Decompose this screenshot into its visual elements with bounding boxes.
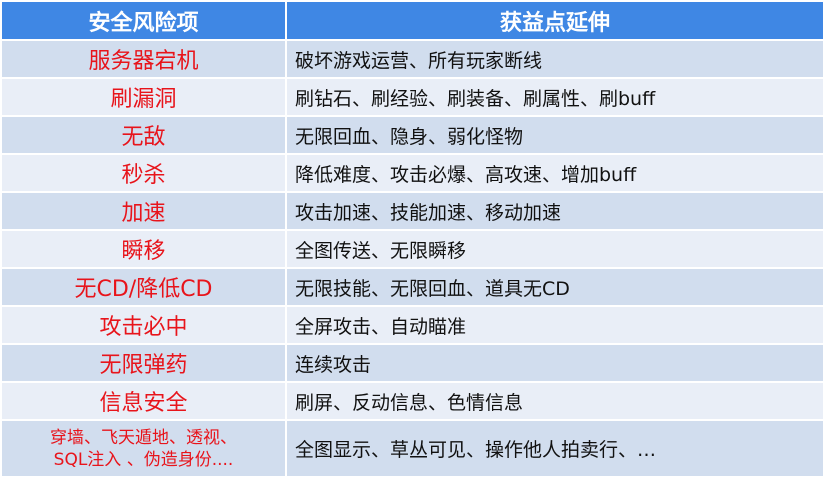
gain-cell: 全图传送、无限瞬移 [285,229,825,269]
gain-cell: 无限技能、无限回血、道具无CD [285,267,825,307]
table-row: 穿墙、飞天遁地、透视、 SQL注入 、伪造身份.... 全图显示、草丛可见、操作他人… [0,419,825,478]
risk-text: 瞬移 [121,239,166,264]
risk-cell: 秒杀 [0,153,287,193]
risk-table: 安全风险项 获益点延伸 服务器宕机 破坏游戏运营、所有玩家断线刷漏洞 刷钻石、刷经验… [0,0,825,478]
table-row: 加速 攻击加速、技能加速、移动加速 [0,191,825,231]
gain-cell: 全屏攻击、自动瞄准 [285,305,825,345]
gain-cell: 连续攻击 [285,343,825,383]
risk-cell: 无敌 [0,115,287,155]
risk-cell: 加速 [0,191,287,231]
risk-text-line2: SQL注入 、伪造身份.... [53,449,234,470]
risk-text: 加速 [121,201,166,226]
table-row: 信息安全 刷屏、反动信息、色情信息 [0,381,825,421]
risk-cell: 刷漏洞 [0,77,287,117]
table-row: 刷漏洞 刷钻石、刷经验、刷装备、刷属性、刷buff [0,77,825,117]
risk-text: 服务器宕机 [88,49,199,74]
gain-cell: 刷屏、反动信息、色情信息 [285,381,825,421]
header-row: 安全风险项 获益点延伸 [0,0,825,41]
risk-cell: 无CD/降低CD [0,267,287,307]
gain-cell: 破坏游戏运营、所有玩家断线 [285,39,825,79]
gain-cell: 降低难度、攻击必爆、高攻速、增加buff [285,153,825,193]
risk-text: 秒杀 [121,163,166,188]
risk-cell: 无限弹药 [0,343,287,383]
table-row: 攻击必中 全屏攻击、自动瞄准 [0,305,825,345]
risk-text: 刷漏洞 [110,87,177,112]
table-row: 无敌 无限回血、隐身、弱化怪物 [0,115,825,155]
risk-cell: 攻击必中 [0,305,287,345]
risk-cell: 服务器宕机 [0,39,287,79]
gain-cell: 全图显示、草丛可见、操作他人拍卖行、… [285,419,825,478]
table-row: 瞬移 全图传送、无限瞬移 [0,229,825,269]
risk-text: 攻击必中 [99,315,188,340]
gain-cell: 无限回血、隐身、弱化怪物 [285,115,825,155]
risk-text: 无限弹药 [99,353,188,378]
header-risk: 安全风险项 [0,0,287,41]
gain-cell: 攻击加速、技能加速、移动加速 [285,191,825,231]
risk-text: 信息安全 [99,391,188,416]
table-row: 无CD/降低CD 无限技能、无限回血、道具无CD [0,267,825,307]
gain-cell: 刷钻石、刷经验、刷装备、刷属性、刷buff [285,77,825,117]
risk-cell: 穿墙、飞天遁地、透视、 SQL注入 、伪造身份.... [0,419,287,478]
table-row: 无限弹药 连续攻击 [0,343,825,383]
risk-cell: 瞬移 [0,229,287,269]
risk-text: 穿墙、飞天遁地、透视、 [50,427,237,448]
header-gain: 获益点延伸 [285,0,825,41]
risk-cell: 信息安全 [0,381,287,421]
risk-text: 无CD/降低CD [74,277,213,302]
table-row: 秒杀 降低难度、攻击必爆、高攻速、增加buff [0,153,825,193]
table-row: 服务器宕机 破坏游戏运营、所有玩家断线 [0,39,825,79]
risk-text: 无敌 [121,125,166,150]
